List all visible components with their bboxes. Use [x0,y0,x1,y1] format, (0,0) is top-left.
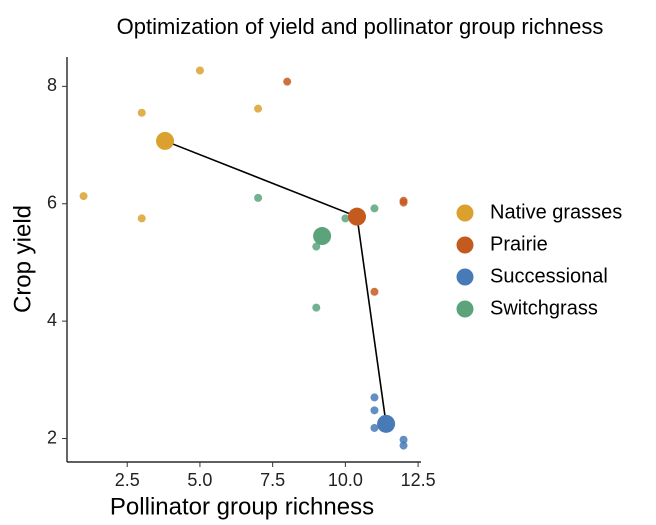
x-tick-label: 10.0 [328,470,363,490]
y-axis-label: Crop yield [9,205,36,313]
point [399,198,408,207]
frontier-line [164,140,387,424]
y-tick-label: 8 [47,75,57,95]
legend-label: Prairie [490,233,548,255]
legend-swatch [456,204,474,222]
point [370,204,379,213]
chart-title: Optimization of yield and pollinator gro… [117,14,604,39]
point [312,242,321,251]
point [254,104,263,113]
legend-swatch [456,300,474,318]
point [312,303,321,312]
point [399,435,408,444]
point [195,66,204,75]
optimum-point [313,227,332,246]
legend-swatch [456,268,474,286]
x-tick-label: 2.5 [115,470,140,490]
point [370,406,379,415]
legend-label: Native grasses [490,201,622,223]
point [137,108,146,117]
x-tick-label: 7.5 [260,470,285,490]
legend-label: Switchgrass [490,297,598,319]
point [137,214,146,223]
x-tick-label: 12.5 [401,470,436,490]
y-tick-label: 4 [47,310,57,330]
point [283,77,292,86]
x-axis-label: Pollinator group richness [110,493,374,520]
optimum-point [377,414,396,433]
y-tick-label: 6 [47,192,57,212]
point [341,214,350,223]
point [370,287,379,296]
optimum-point [156,131,175,150]
y-tick-label: 2 [47,427,57,447]
legend-swatch [456,236,474,254]
point [370,393,379,402]
point [79,192,88,201]
x-tick-label: 5.0 [187,470,212,490]
optimum-point [348,207,367,226]
point [370,423,379,432]
point [399,441,408,450]
legend-label: Successional [490,265,608,287]
point [254,193,263,202]
